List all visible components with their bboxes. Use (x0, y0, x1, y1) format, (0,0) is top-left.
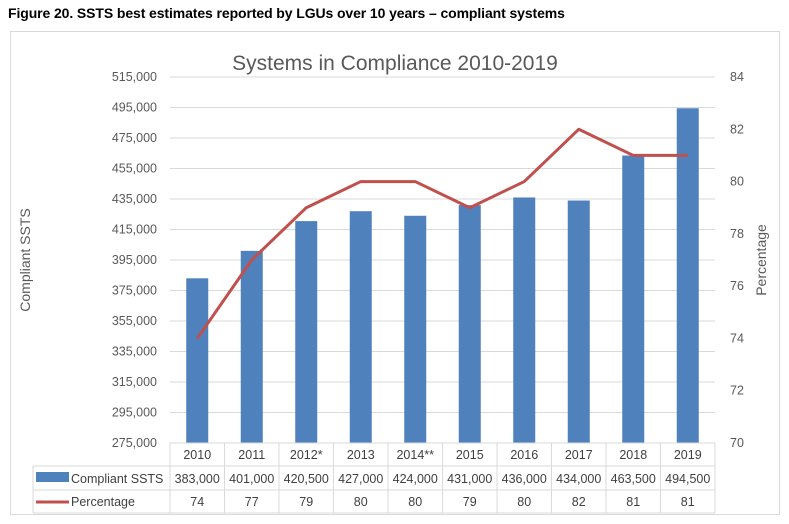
bar (513, 197, 536, 443)
y-tick-label: 415,000 (112, 223, 157, 237)
chart-frame (10, 31, 780, 515)
x-tick-label: 2018 (619, 448, 647, 462)
y2-tick-label: 74 (730, 331, 744, 345)
figure-caption: Figure 20. SSTS best estimates reported … (8, 5, 565, 21)
x-tick-label: 2015 (456, 448, 484, 462)
table-cell-compliant: 427,000 (338, 472, 383, 486)
y-tick-label: 515,000 (112, 70, 157, 84)
x-tick-label: 2013 (347, 448, 375, 462)
table-cell-percentage: 80 (354, 495, 368, 509)
bar (186, 278, 209, 443)
legend-key-compliant (36, 472, 69, 482)
bar (622, 155, 645, 443)
x-tick-label: 2019 (674, 448, 702, 462)
table-cell-compliant: 431,000 (447, 472, 492, 486)
y-tick-label: 395,000 (112, 253, 157, 267)
y-axis-ticks: 275,000 295,000 315,000 335,000 355,000 375,0… (112, 70, 157, 450)
y2-tick-label: 70 (730, 436, 744, 450)
table-cell-compliant: 383,000 (175, 472, 220, 486)
y-tick-label: 355,000 (112, 314, 157, 328)
y-tick-label: 315,000 (112, 375, 157, 389)
table-cell-percentage: 82 (572, 495, 586, 509)
y2-axis-title: Percentage (753, 224, 769, 296)
x-tick-label: 2012* (290, 448, 323, 462)
y-tick-label: 455,000 (112, 162, 157, 176)
y-tick-label: 295,000 (112, 406, 157, 420)
bar (676, 108, 699, 443)
table-cell-compliant: 420,500 (284, 472, 329, 486)
bar (404, 215, 427, 443)
y-axis-title: Compliant SSTS (17, 208, 33, 311)
y2-tick-label: 84 (730, 70, 744, 84)
bar (458, 205, 481, 443)
line-series (196, 127, 688, 340)
y2-tick-label: 80 (730, 175, 744, 189)
table-cell-compliant: 401,000 (229, 472, 274, 486)
x-tick-label: 2016 (510, 448, 538, 462)
bar (349, 211, 372, 443)
bar (295, 221, 318, 443)
table-cell-percentage: 77 (245, 495, 259, 509)
bar (567, 200, 590, 443)
y-tick-label: 495,000 (112, 101, 157, 115)
data-table: 2010 383,000 74 2011 401,000 77 2012* 420,500 79… (32, 442, 716, 514)
table-cell-compliant: 434,000 (556, 472, 601, 486)
y2-tick-label: 82 (730, 122, 744, 136)
x-tick-label: 2014** (396, 448, 434, 462)
y-tick-label: 335,000 (112, 345, 157, 359)
table-cell-compliant: 436,000 (502, 472, 547, 486)
legend-label-compliant: Compliant SSTS (71, 472, 163, 486)
bar-series (186, 108, 699, 443)
y2-tick-label: 76 (730, 279, 744, 293)
table-cell-percentage: 81 (681, 495, 695, 509)
y-tick-label: 435,000 (112, 192, 157, 206)
y-tick-label: 275,000 (112, 436, 157, 450)
table-cell-percentage: 79 (299, 495, 313, 509)
table-cell-percentage: 80 (408, 495, 422, 509)
table-cell-percentage: 81 (626, 495, 640, 509)
table-cell-compliant: 463,500 (611, 472, 656, 486)
table-cell-compliant: 424,000 (393, 472, 438, 486)
y-tick-label: 475,000 (112, 131, 157, 145)
legend-label-percentage: Percentage (71, 495, 135, 509)
table-cell-percentage: 79 (463, 495, 477, 509)
y2-tick-label: 78 (730, 227, 744, 241)
y2-tick-label: 72 (730, 384, 744, 398)
chart-title: Systems in Compliance 2010-2019 (232, 52, 558, 75)
y-tick-label: 375,000 (112, 284, 157, 298)
x-tick-label: 2010 (183, 448, 211, 462)
x-tick-label: 2011 (238, 448, 265, 462)
table-cell-compliant: 494,500 (665, 472, 710, 486)
y2-axis-ticks: 70 72 74 76 78 80 82 84 (730, 70, 744, 450)
table-cell-percentage: 74 (190, 495, 204, 509)
bar (240, 250, 263, 443)
x-tick-label: 2017 (565, 448, 593, 462)
percentage-line (196, 127, 688, 340)
table-cell-percentage: 80 (517, 495, 531, 509)
